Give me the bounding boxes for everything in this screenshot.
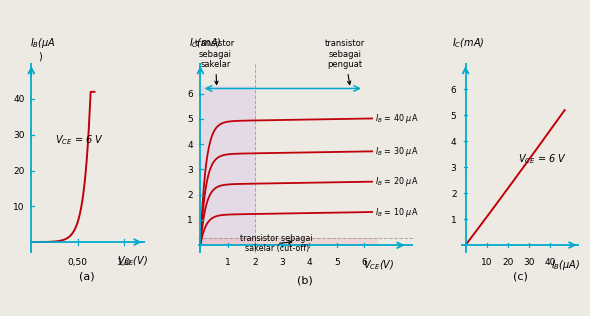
Text: $V_{CE}$ = 6 V: $V_{CE}$ = 6 V — [55, 133, 104, 147]
Text: $I_B$ = 30 $\mu$A: $I_B$ = 30 $\mu$A — [375, 145, 418, 158]
Text: (c): (c) — [513, 271, 528, 281]
Text: $I_B$ = 10 $\mu$A: $I_B$ = 10 $\mu$A — [375, 205, 418, 218]
Text: $I_B$ = 20 $\mu$A: $I_B$ = 20 $\mu$A — [375, 175, 418, 188]
Text: $I_C$(mA): $I_C$(mA) — [452, 36, 484, 50]
Bar — [201, 86, 255, 238]
Text: $I_B$($\mu$A): $I_B$($\mu$A) — [550, 258, 580, 272]
Bar — [201, 238, 255, 245]
Text: ): ) — [39, 51, 42, 61]
Text: transistor
sebagai
sakelar: transistor sebagai sakelar — [195, 39, 235, 84]
Text: transistor sebagai
sakelar (cut-off): transistor sebagai sakelar (cut-off) — [240, 234, 313, 253]
Text: $V_{CE}$(V): $V_{CE}$(V) — [363, 258, 394, 272]
Text: $I_B$($\mu$A: $I_B$($\mu$A — [30, 36, 55, 50]
Text: $I_B$ = 40 $\mu$A: $I_B$ = 40 $\mu$A — [375, 112, 418, 125]
Text: (b): (b) — [297, 275, 313, 285]
Text: $I_C$(mA): $I_C$(mA) — [189, 36, 222, 50]
Text: $V_{CE}$ = 6 V: $V_{CE}$ = 6 V — [518, 152, 567, 166]
Text: (a): (a) — [79, 271, 95, 281]
Bar — [201, 238, 378, 245]
Text: $V_{BE}$(V): $V_{BE}$(V) — [117, 254, 149, 268]
Text: transistor
sebagai
penguat: transistor sebagai penguat — [324, 39, 365, 84]
